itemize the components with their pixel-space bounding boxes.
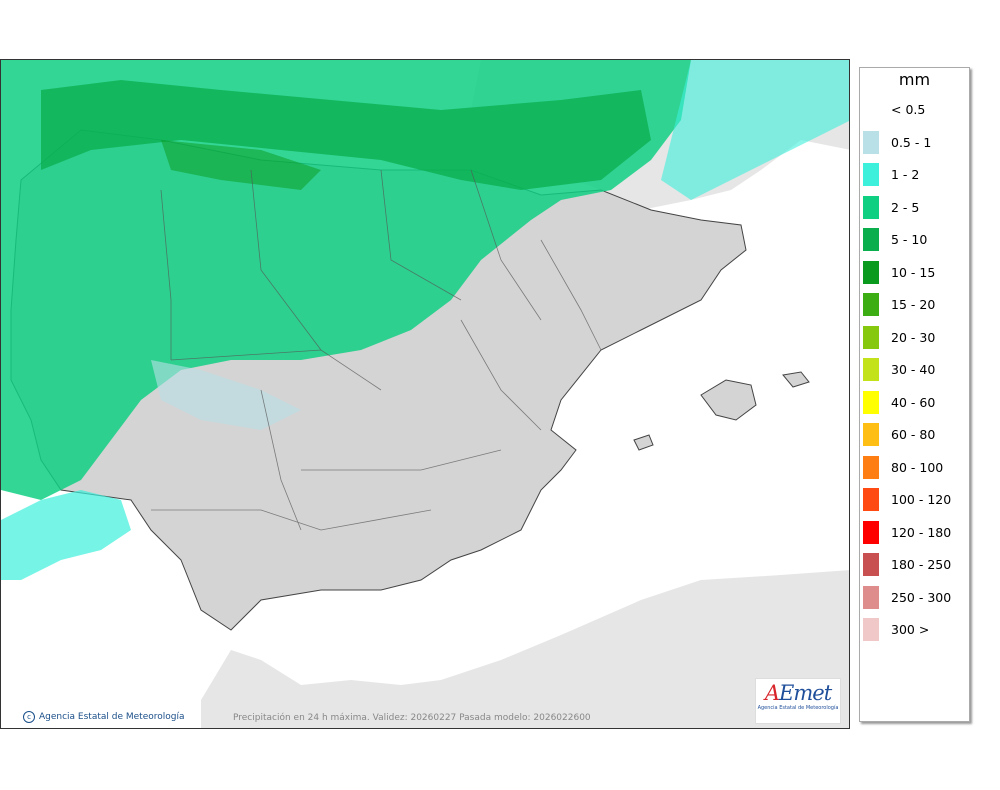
- legend-item: 80 - 100: [863, 455, 944, 479]
- legend-label: 250 - 300: [891, 589, 952, 605]
- aemet-logo-a: A: [764, 681, 780, 705]
- africa-land: [201, 570, 849, 728]
- legend-label: 5 - 10: [891, 232, 928, 247]
- menorca: [782, 371, 810, 388]
- legend-label: 0.5 - 1: [891, 134, 932, 150]
- legend-label: 80 - 100: [891, 459, 944, 475]
- legend-item: 120 - 180: [863, 520, 952, 544]
- legend-label: 20 - 30: [891, 329, 936, 345]
- legend-swatch: [863, 358, 879, 381]
- precip-1-2-east: [661, 60, 849, 200]
- legend-swatch: [863, 228, 879, 251]
- legend-label: 40 - 60: [891, 394, 936, 410]
- precip-5-10-north: [41, 80, 651, 190]
- legend-unit: mm: [898, 70, 931, 89]
- ibiza: [633, 434, 654, 451]
- legend-item: < 0.5: [863, 98, 925, 121]
- legend-swatch: [863, 520, 879, 544]
- aemet-logo-word: AEmet: [756, 679, 840, 707]
- mallorca: [700, 379, 757, 421]
- legend-swatch: [863, 260, 879, 284]
- precip-1-2-southwest: [1, 490, 131, 580]
- legend-label: 15 - 20: [891, 297, 936, 312]
- legend-item: 20 - 30: [863, 325, 936, 349]
- legend-label: 60 - 80: [891, 427, 936, 442]
- legend-label: 2 - 5: [891, 199, 920, 215]
- legend-item: 5 - 10: [863, 228, 927, 251]
- legend-label: 1 - 2: [891, 167, 920, 182]
- legend-swatch: [863, 455, 879, 479]
- legend-item: 40 - 60: [863, 390, 936, 414]
- legend-item: 30 - 40: [863, 358, 935, 381]
- legend-label: 120 - 180: [891, 524, 952, 540]
- legend-item: 100 - 120: [863, 488, 951, 511]
- copyright-text: Agencia Estatal de Meteorología: [39, 712, 185, 722]
- legend-item: 0.5 - 1: [863, 130, 932, 154]
- legend-label: 100 - 120: [891, 492, 952, 507]
- copyright-notice: c Agencia Estatal de Meteorología: [23, 711, 185, 723]
- legend-swatch: [863, 488, 879, 511]
- legend-item: 250 - 300: [863, 585, 952, 609]
- legend-item: 60 - 80: [863, 423, 935, 446]
- precip-10-15: [161, 140, 321, 190]
- legend-item: 10 - 15: [863, 260, 936, 284]
- legend-item: 15 - 20: [863, 293, 935, 316]
- legend-label: 10 - 15: [891, 264, 936, 280]
- legend-swatch: [863, 293, 879, 316]
- aemet-logo-rest: Emet: [779, 681, 832, 705]
- precipitation-legend: mm < 0.5 0.5 - 1 1 - 2 2 - 5 5 - 10 10 - 15 15…: [859, 67, 970, 722]
- aemet-logo-subtitle: Agencia Estatal de Meteorología: [757, 705, 839, 711]
- legend-swatch: [863, 553, 879, 576]
- legend-label: 30 - 40: [891, 362, 936, 377]
- legend-item: 1 - 2: [863, 163, 919, 186]
- legend-item: 300 >: [863, 618, 929, 641]
- legend-label: 300 >: [891, 622, 930, 637]
- precipitation-map: c Agencia Estatal de Meteorología Precip…: [0, 59, 850, 729]
- legend-swatch: [863, 423, 879, 446]
- map-canvas: [1, 60, 849, 728]
- legend-swatch: [863, 98, 879, 121]
- legend-label: 180 - 250: [891, 557, 952, 572]
- validity-text: Precipitación en 24 h máxima. Validez: 2…: [233, 713, 591, 723]
- legend-swatch: [863, 390, 879, 414]
- legend-swatch: [863, 585, 879, 609]
- legend-swatch: [863, 325, 879, 349]
- legend-swatch: [863, 618, 879, 641]
- legend-item: 2 - 5: [863, 195, 920, 219]
- legend-swatch: [863, 195, 879, 219]
- legend-swatch: [863, 130, 879, 154]
- legend-item: 180 - 250: [863, 553, 951, 576]
- aemet-logo: AEmet Agencia Estatal de Meteorología: [755, 678, 841, 724]
- precip-0-5-1: [151, 360, 301, 430]
- admin-borders: [151, 169, 602, 531]
- legend-label: < 0.5: [891, 102, 926, 117]
- copyright-icon: c: [23, 711, 35, 723]
- legend-swatch: [863, 163, 879, 186]
